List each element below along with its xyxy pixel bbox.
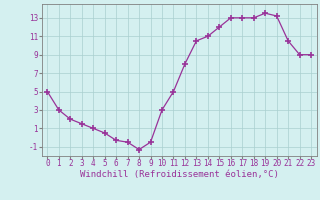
X-axis label: Windchill (Refroidissement éolien,°C): Windchill (Refroidissement éolien,°C) — [80, 170, 279, 179]
